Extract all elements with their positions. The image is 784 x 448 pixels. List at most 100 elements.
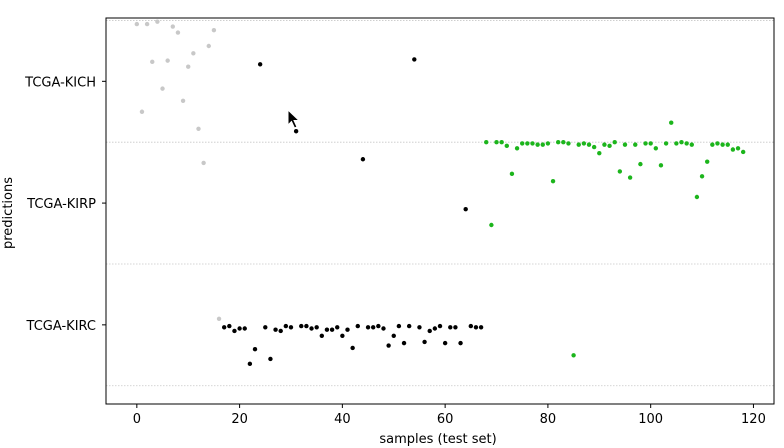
data-point	[406, 323, 412, 329]
data-point	[396, 323, 402, 329]
x-tick-label: 40	[334, 412, 351, 427]
data-point	[473, 325, 479, 330]
data-point	[576, 142, 581, 147]
data-point	[442, 340, 448, 346]
y-tick-label: TCGA-KICH	[24, 75, 96, 90]
data-point	[689, 142, 694, 147]
data-point	[186, 64, 191, 69]
data-point	[679, 140, 684, 145]
data-point	[191, 51, 196, 56]
data-point	[633, 142, 638, 147]
data-point	[324, 327, 330, 332]
data-point	[638, 161, 643, 167]
data-point	[329, 327, 335, 332]
data-point	[725, 142, 730, 147]
data-point	[386, 343, 391, 348]
data-point	[139, 109, 145, 114]
plot-frame	[105, 17, 775, 405]
data-point	[268, 356, 273, 362]
data-point	[206, 43, 211, 49]
data-point	[355, 323, 360, 329]
data-point	[180, 98, 186, 104]
data-point	[545, 141, 551, 146]
x-tick-label: 100	[638, 412, 663, 427]
data-point	[319, 333, 325, 339]
data-point	[648, 141, 653, 146]
x-tick-label: 60	[437, 412, 454, 427]
data-point	[720, 142, 725, 147]
data-point	[607, 143, 612, 149]
y-tick-label: TCGA-KIRC	[26, 319, 96, 334]
data-point	[293, 129, 299, 134]
data-point	[535, 142, 540, 147]
data-point	[499, 140, 504, 145]
data-point	[134, 21, 140, 27]
data-point	[705, 159, 710, 164]
data-point	[288, 325, 294, 330]
data-point	[304, 323, 309, 329]
data-point	[555, 140, 561, 145]
data-point	[550, 178, 556, 184]
data-point	[612, 140, 617, 145]
data-point	[694, 194, 700, 200]
data-point	[617, 169, 623, 174]
data-point	[252, 347, 258, 352]
data-point	[257, 62, 263, 67]
data-point	[242, 326, 247, 331]
data-point	[232, 328, 237, 334]
data-point	[602, 142, 607, 147]
data-point	[453, 325, 458, 330]
data-point	[371, 325, 376, 330]
data-point	[227, 323, 232, 329]
data-point	[160, 86, 165, 91]
data-point	[211, 27, 217, 33]
data-point	[566, 141, 571, 146]
data-point	[463, 206, 468, 212]
data-point	[422, 339, 427, 345]
data-point	[525, 141, 530, 146]
data-point	[196, 126, 201, 132]
data-point	[155, 19, 160, 24]
data-point	[350, 345, 355, 351]
data-point	[669, 120, 674, 125]
data-point	[417, 325, 422, 330]
data-point	[314, 325, 319, 330]
data-point	[653, 146, 659, 151]
data-point	[427, 328, 432, 334]
gridlines	[106, 20, 774, 387]
data-point	[432, 326, 438, 331]
data-point	[283, 323, 289, 329]
data-point	[730, 147, 736, 152]
data-point	[597, 150, 602, 156]
data-point	[468, 323, 474, 329]
data-point	[591, 144, 597, 150]
data-point	[381, 326, 386, 331]
data-point	[684, 141, 689, 146]
data-point	[365, 325, 371, 330]
data-point	[170, 24, 175, 29]
data-point	[175, 30, 181, 35]
data-point	[437, 323, 443, 329]
data-point	[710, 142, 715, 147]
data-point	[309, 326, 314, 331]
data-point	[489, 222, 494, 228]
y-axis: TCGA-KICH TCGA-KIRP TCGA-KIRC	[24, 75, 106, 334]
data-point	[165, 58, 170, 63]
data-point	[658, 163, 664, 168]
x-tick-label: 20	[231, 412, 248, 427]
data-point	[484, 140, 489, 145]
data-point	[360, 157, 366, 162]
data-point	[740, 149, 746, 155]
data-point	[699, 174, 705, 179]
data-point	[520, 141, 525, 146]
data-point	[263, 325, 268, 330]
data-point	[458, 340, 463, 346]
data-point	[478, 325, 484, 330]
data-point	[216, 316, 222, 321]
data-point	[376, 323, 381, 329]
data-point	[201, 160, 206, 166]
data-point	[504, 143, 509, 149]
data-point	[237, 326, 242, 331]
points	[134, 19, 746, 367]
